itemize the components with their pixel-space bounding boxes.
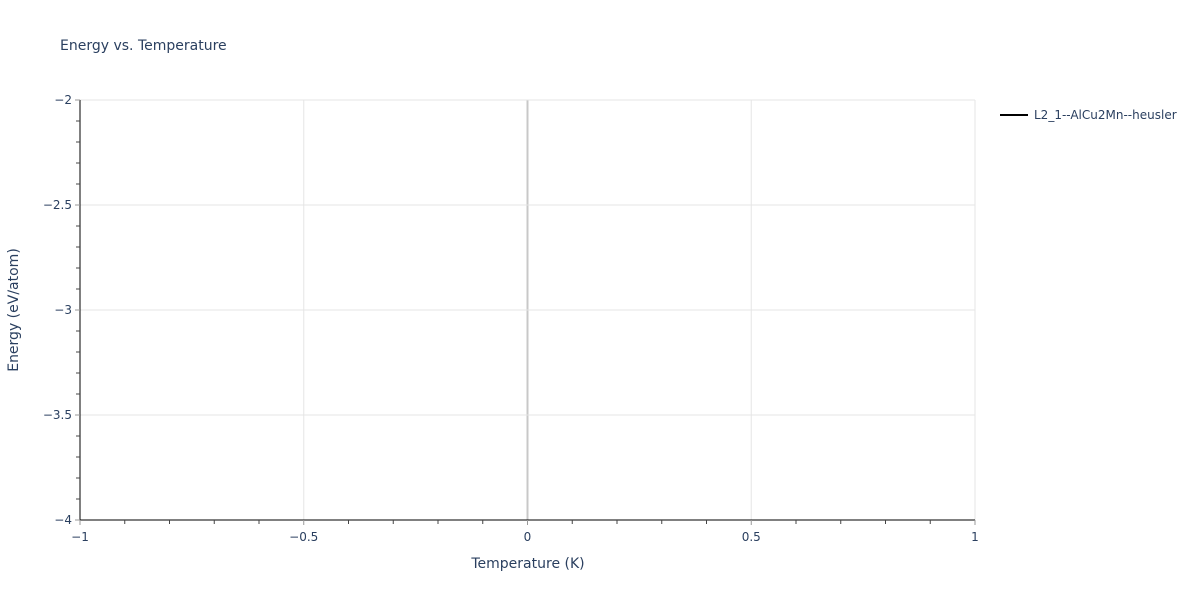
x-axis-label: Temperature (K): [470, 556, 584, 572]
x-tick-label: 0: [524, 530, 532, 544]
chart-title: Energy vs. Temperature: [60, 38, 227, 54]
legend-label[interactable]: L2_1--AlCu2Mn--heusler: [1034, 108, 1177, 122]
legend[interactable]: L2_1--AlCu2Mn--heusler: [1000, 108, 1177, 122]
x-tick-label: −1: [71, 530, 89, 544]
y-tick-label: −3: [54, 303, 72, 317]
x-tick-label: 1: [971, 530, 979, 544]
x-tick-label: −0.5: [289, 530, 318, 544]
y-tick-label: −3.5: [43, 408, 72, 422]
y-tick-label: −2.5: [43, 198, 72, 212]
y-axis-label: Energy (eV/atom): [6, 248, 22, 372]
y-tick-label: −4: [54, 513, 72, 527]
y-tick-label: −2: [54, 93, 72, 107]
x-tick-label: 0.5: [742, 530, 761, 544]
